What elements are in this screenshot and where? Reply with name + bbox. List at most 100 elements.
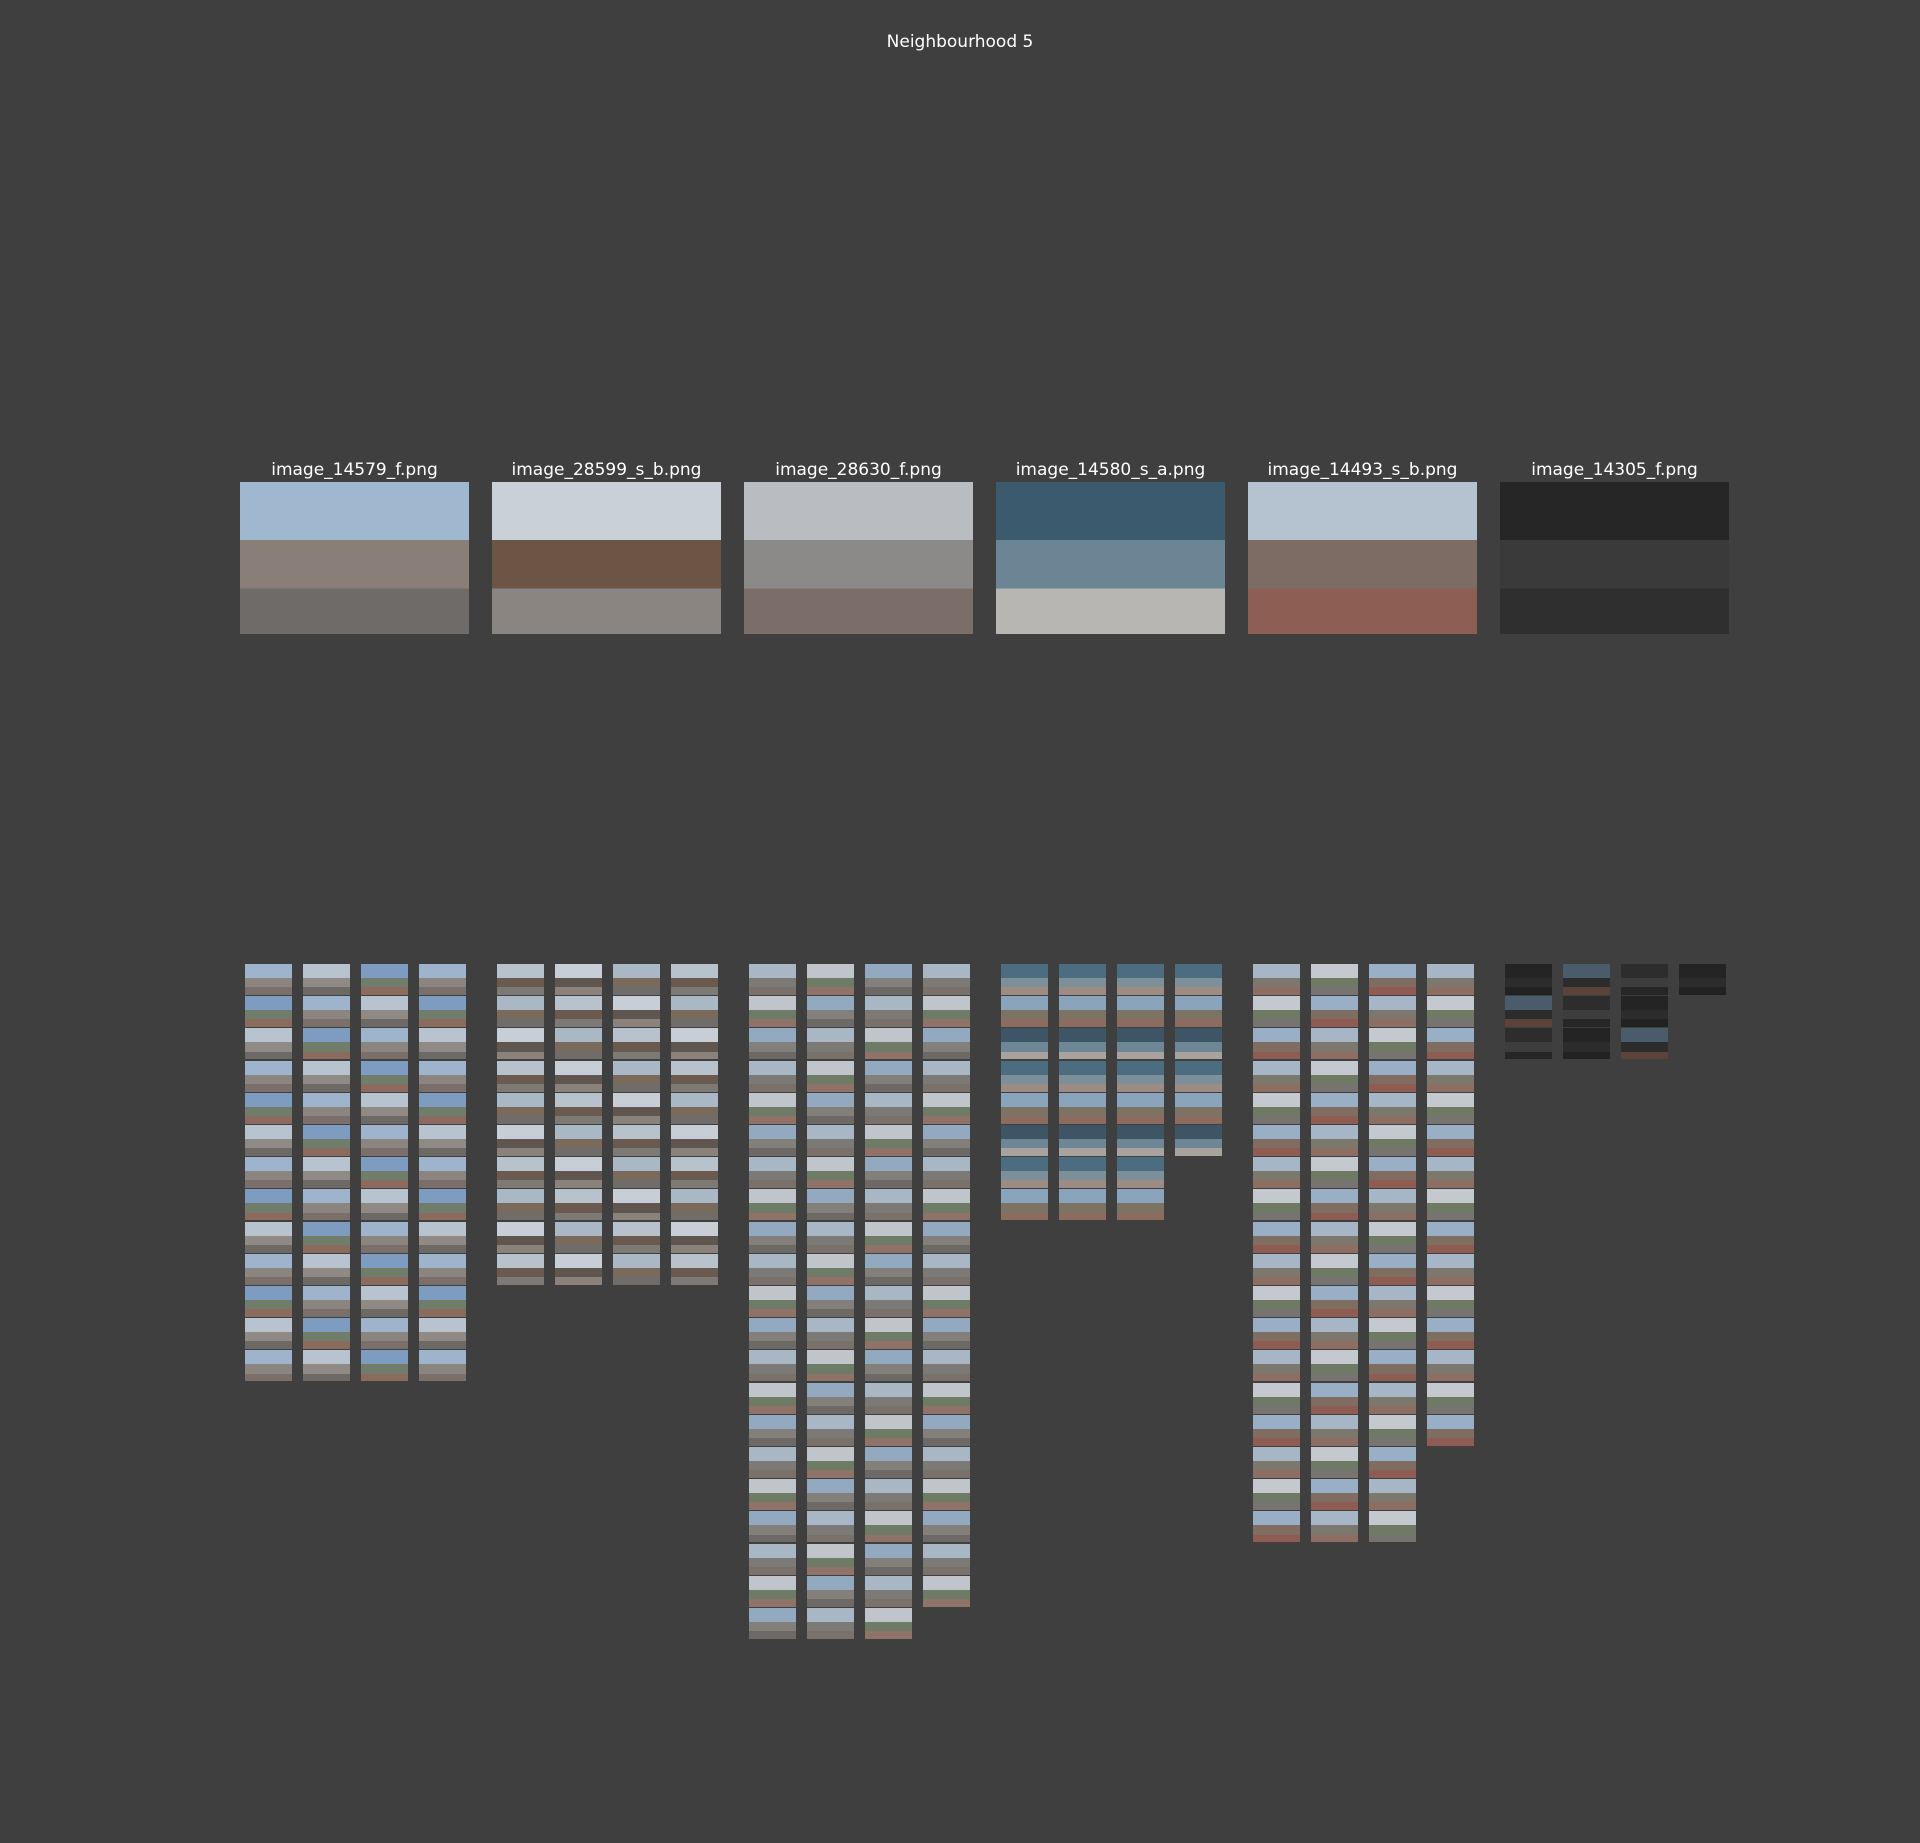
thumbnail[interactable] <box>1253 1511 1300 1543</box>
thumbnail[interactable] <box>749 1092 796 1124</box>
thumbnail[interactable] <box>865 1575 912 1607</box>
thumbnail[interactable] <box>555 1157 602 1189</box>
thumbnail[interactable] <box>1621 964 1668 995</box>
thumbnail[interactable] <box>1311 1318 1358 1350</box>
thumbnail[interactable] <box>613 964 660 995</box>
thumbnail[interactable] <box>1253 1253 1300 1285</box>
thumbnail[interactable] <box>923 1253 970 1285</box>
thumbnail[interactable] <box>497 1221 544 1253</box>
thumbnail[interactable] <box>1117 1060 1164 1092</box>
thumbnail[interactable] <box>361 1253 408 1285</box>
thumbnail[interactable] <box>1059 964 1106 995</box>
thumbnail[interactable] <box>303 1028 350 1060</box>
thumbnail[interactable] <box>497 1189 544 1221</box>
thumbnail[interactable] <box>1369 1221 1416 1253</box>
thumbnail[interactable] <box>923 1447 970 1478</box>
thumbnail[interactable] <box>245 1060 292 1092</box>
thumbnail[interactable] <box>807 1382 854 1414</box>
thumbnail[interactable] <box>555 1253 602 1285</box>
thumbnail[interactable] <box>303 964 350 995</box>
thumbnail[interactable] <box>865 1092 912 1124</box>
thumbnail[interactable] <box>671 1221 718 1253</box>
thumbnail[interactable] <box>1427 1157 1474 1189</box>
thumbnail[interactable] <box>1175 1060 1222 1092</box>
thumbnail[interactable] <box>749 1125 796 1156</box>
thumbnail[interactable] <box>361 1318 408 1350</box>
thumbnail[interactable] <box>1427 964 1474 995</box>
thumbnail[interactable] <box>613 1125 660 1156</box>
thumbnail[interactable] <box>749 1060 796 1092</box>
thumbnail[interactable] <box>671 1060 718 1092</box>
thumbnail[interactable] <box>613 1060 660 1092</box>
thumbnail[interactable] <box>419 1060 466 1092</box>
thumbnail[interactable] <box>1059 1189 1106 1221</box>
thumbnail[interactable] <box>749 1608 796 1639</box>
thumbnail[interactable] <box>1059 1125 1106 1156</box>
thumbnail[interactable] <box>245 1028 292 1060</box>
thumbnail[interactable] <box>923 1060 970 1092</box>
thumbnail[interactable] <box>1563 1028 1610 1060</box>
thumbnail[interactable] <box>1175 996 1222 1028</box>
thumbnail[interactable] <box>671 1028 718 1060</box>
thumbnail[interactable] <box>419 1350 466 1382</box>
thumbnail[interactable] <box>1369 964 1416 995</box>
thumbnail[interactable] <box>923 1511 970 1543</box>
thumbnail[interactable] <box>555 1221 602 1253</box>
thumbnail[interactable] <box>865 1318 912 1350</box>
thumbnail[interactable] <box>1427 1189 1474 1221</box>
thumbnail[interactable] <box>303 1350 350 1382</box>
thumbnail[interactable] <box>1369 1447 1416 1478</box>
thumbnail[interactable] <box>923 964 970 995</box>
thumbnail[interactable] <box>1001 996 1048 1028</box>
thumbnail[interactable] <box>1369 1511 1416 1543</box>
thumbnail[interactable] <box>1311 1189 1358 1221</box>
thumbnail[interactable] <box>1505 1028 1552 1060</box>
thumbnail[interactable] <box>807 964 854 995</box>
thumbnail[interactable] <box>1369 1479 1416 1511</box>
thumbnail[interactable] <box>749 1350 796 1382</box>
thumbnail[interactable] <box>1253 1286 1300 1317</box>
thumbnail[interactable] <box>613 1092 660 1124</box>
thumbnail[interactable] <box>865 1221 912 1253</box>
thumbnail[interactable] <box>419 1318 466 1350</box>
thumbnail[interactable] <box>361 1092 408 1124</box>
thumbnail[interactable] <box>1311 1286 1358 1317</box>
thumbnail[interactable] <box>1563 964 1610 995</box>
thumbnail[interactable] <box>613 1028 660 1060</box>
thumbnail[interactable] <box>807 1253 854 1285</box>
thumbnail[interactable] <box>419 1157 466 1189</box>
thumbnail[interactable] <box>555 996 602 1028</box>
representative-image[interactable] <box>1248 482 1477 634</box>
thumbnail[interactable] <box>419 1286 466 1317</box>
thumbnail[interactable] <box>613 1157 660 1189</box>
thumbnail[interactable] <box>245 996 292 1028</box>
thumbnail[interactable] <box>865 1447 912 1478</box>
thumbnail[interactable] <box>1369 1028 1416 1060</box>
thumbnail[interactable] <box>419 1125 466 1156</box>
thumbnail[interactable] <box>303 1157 350 1189</box>
thumbnail[interactable] <box>1369 1157 1416 1189</box>
thumbnail[interactable] <box>807 996 854 1028</box>
thumbnail[interactable] <box>865 1189 912 1221</box>
thumbnail[interactable] <box>671 964 718 995</box>
thumbnail[interactable] <box>1175 1125 1222 1156</box>
thumbnail[interactable] <box>749 996 796 1028</box>
thumbnail[interactable] <box>865 1543 912 1575</box>
thumbnail[interactable] <box>807 1543 854 1575</box>
thumbnail[interactable] <box>1563 996 1610 1028</box>
thumbnail[interactable] <box>555 1125 602 1156</box>
thumbnail[interactable] <box>303 1253 350 1285</box>
thumbnail[interactable] <box>749 1286 796 1317</box>
thumbnail[interactable] <box>671 1092 718 1124</box>
thumbnail[interactable] <box>749 1028 796 1060</box>
thumbnail[interactable] <box>1253 1414 1300 1446</box>
thumbnail[interactable] <box>749 1447 796 1478</box>
thumbnail[interactable] <box>1369 1350 1416 1382</box>
thumbnail[interactable] <box>749 964 796 995</box>
thumbnail[interactable] <box>497 996 544 1028</box>
thumbnail[interactable] <box>923 996 970 1028</box>
thumbnail[interactable] <box>1253 1382 1300 1414</box>
thumbnail[interactable] <box>1369 996 1416 1028</box>
thumbnail[interactable] <box>865 1479 912 1511</box>
thumbnail[interactable] <box>807 1189 854 1221</box>
